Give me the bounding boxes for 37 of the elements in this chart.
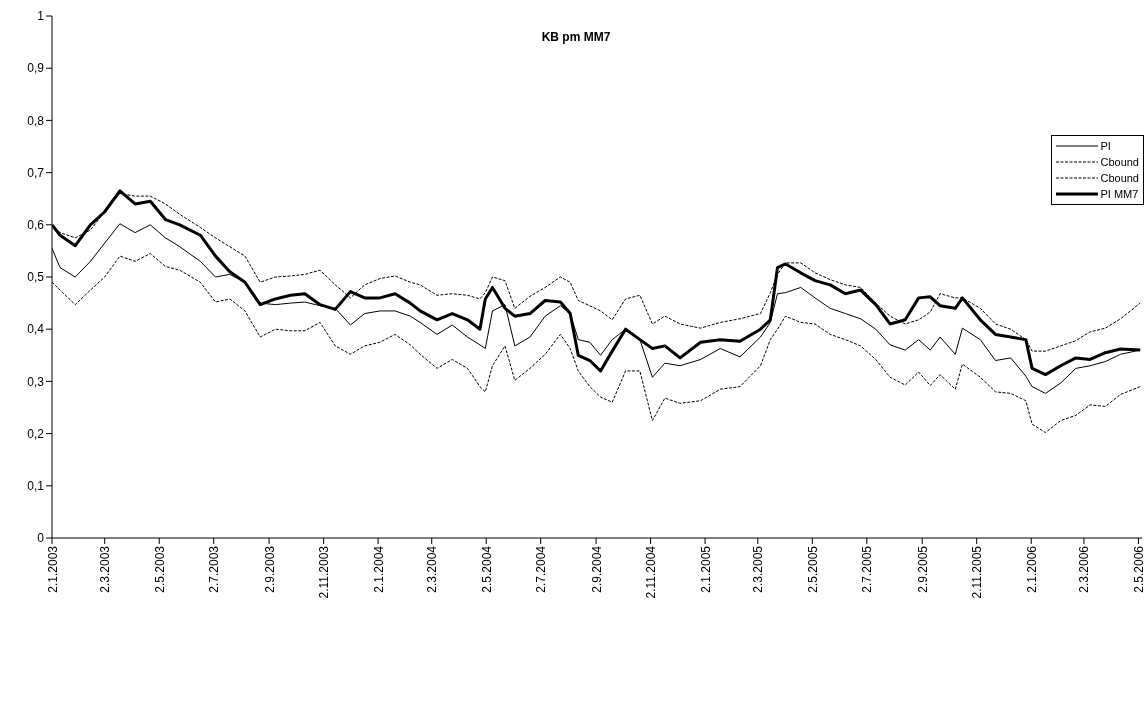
x-tick-label: 2.9.2004 [589,545,604,593]
x-tick-label: 2.3.2004 [425,545,440,593]
x-tick-label: 2.9.2003 [262,545,277,593]
y-tick-label: 0,3 [27,374,45,389]
y-tick-label: 0,6 [27,218,45,233]
x-tick-label: 2.1.2003 [45,545,60,593]
y-tick-label: 0,2 [27,426,45,441]
y-tick-label: 0,9 [27,61,45,76]
x-tick-label: 2.7.2004 [534,545,549,593]
x-tick-label: 2.5.2006 [1131,545,1144,593]
x-tick-label: 2.11.2004 [644,545,659,599]
x-tick-label: 2.1.2005 [698,545,713,593]
y-tick-label: 0 [37,531,45,546]
y-tick-label: 1 [37,9,45,24]
x-tick-label: 2.7.2005 [860,545,875,593]
y-tick-label: 0,5 [27,270,45,285]
x-tick-label: 2.11.2003 [317,545,332,599]
x-tick-label: 2.3.2005 [751,545,766,593]
legend-label: PI [1100,140,1111,152]
legend-label: Cbound [1100,156,1139,168]
y-tick-label: 0,7 [27,165,45,180]
x-tick-label: 2.3.2006 [1077,545,1092,593]
x-tick-label: 2.1.2006 [1024,545,1039,593]
x-tick-label: 2.3.2003 [98,545,113,593]
y-tick-label: 0,4 [27,322,45,337]
x-tick-label: 2.7.2003 [207,545,222,593]
legend-label: PI MM7 [1100,188,1139,200]
x-tick-label: 2.1.2004 [371,545,386,593]
x-tick-label: 2.5.2004 [479,545,494,593]
x-tick-label: 2.9.2005 [915,545,930,593]
text: KB pm MM7 [540,30,612,44]
x-tick-label: 2.5.2005 [805,545,820,593]
y-tick-label: 0,8 [27,113,45,128]
y-tick-label: 0,1 [27,479,45,494]
x-tick-label: 2.5.2003 [152,545,167,593]
legend-label: Cbound [1100,172,1139,184]
x-tick-label: 2.11.2005 [970,545,985,599]
